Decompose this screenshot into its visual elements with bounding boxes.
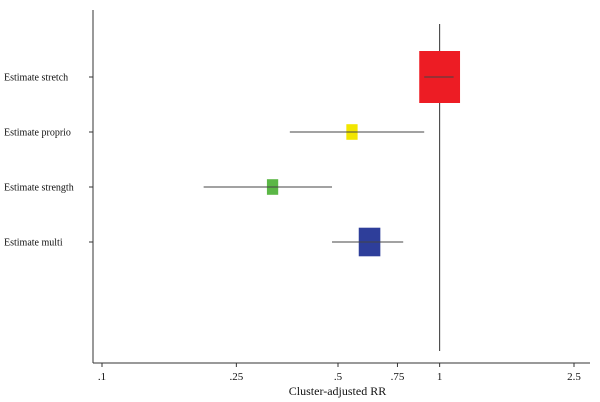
row-label: Estimate multi <box>4 238 63 249</box>
x-tick-label: 1 <box>437 371 443 383</box>
estimate-row <box>332 227 404 257</box>
row-label: Estimate strength <box>4 183 74 194</box>
row-label: Estimate proprio <box>4 128 71 139</box>
row-label: Estimate stretch <box>4 73 68 84</box>
x-tick-label: 2.5 <box>567 371 581 383</box>
estimate-row <box>203 179 333 195</box>
estimate-rows <box>203 51 461 257</box>
x-tick-label: .5 <box>334 371 343 383</box>
x-tick-label: .1 <box>98 371 106 383</box>
estimate-row <box>419 51 461 103</box>
x-tick-label: .25 <box>229 371 243 383</box>
estimate-row <box>289 124 425 140</box>
x-axis: .1 .25 .5 .75 1 2.5 <box>93 362 590 383</box>
x-axis-title: Cluster-adjusted RR <box>289 384 386 398</box>
row-labels: Estimate stretch Estimate proprio Estimate… <box>4 73 93 249</box>
x-tick-label: .75 <box>391 371 405 383</box>
